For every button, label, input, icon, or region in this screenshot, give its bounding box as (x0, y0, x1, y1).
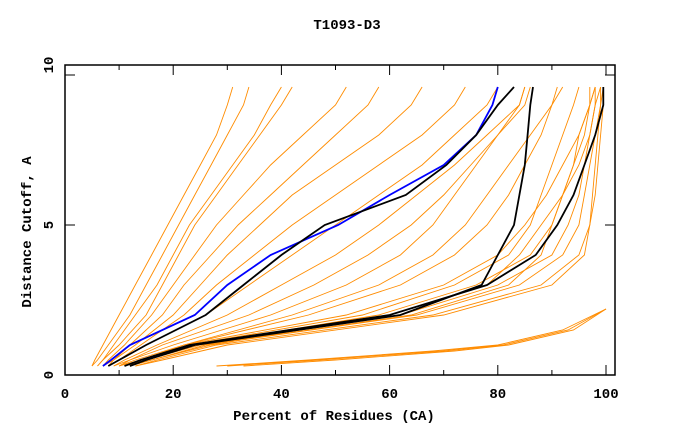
y-axis-label: Distance Cutoff, A (20, 156, 36, 308)
x-tick-label: 100 (593, 387, 618, 403)
x-tick-label: 60 (381, 387, 398, 403)
series-line-model (91, 86, 234, 367)
series-line-black-3 (129, 86, 534, 367)
series-line-model (216, 308, 607, 367)
plot-frame (64, 64, 616, 376)
series-line-model (243, 308, 607, 367)
axis-ticks (64, 65, 615, 376)
chart-title: T1093-D3 (313, 18, 380, 34)
series-line-model (113, 86, 531, 367)
series-line-model (227, 308, 607, 367)
y-tick-label: 10 (42, 57, 58, 74)
series-line-model (102, 86, 347, 367)
series-line-model (124, 86, 596, 367)
x-tick-label: 0 (61, 387, 69, 403)
series-line-model (91, 86, 250, 367)
series-line-model (129, 87, 591, 367)
x-axis-label: Percent of Residues (CA) (233, 409, 435, 425)
x-tick-label: 20 (165, 387, 182, 403)
y-tick-label: 5 (42, 221, 58, 229)
series-line-model (124, 86, 596, 367)
series-line-black-1 (107, 86, 515, 367)
x-tick-label: 80 (489, 387, 506, 403)
series-line-model (113, 86, 526, 367)
plot-area (91, 86, 607, 367)
series-line-model (108, 86, 466, 367)
series-line-model (129, 86, 602, 367)
y-tick-label: 0 (42, 371, 58, 379)
series-line-model (129, 87, 596, 367)
series-line-model (97, 86, 293, 367)
series-line-model (97, 86, 282, 367)
series-line-model (107, 86, 423, 367)
x-tick-label: 40 (273, 387, 290, 403)
series-line-model (118, 86, 526, 367)
series-line-black-2 (124, 87, 605, 367)
series-line-model (135, 86, 604, 367)
series-line-model (135, 87, 604, 367)
